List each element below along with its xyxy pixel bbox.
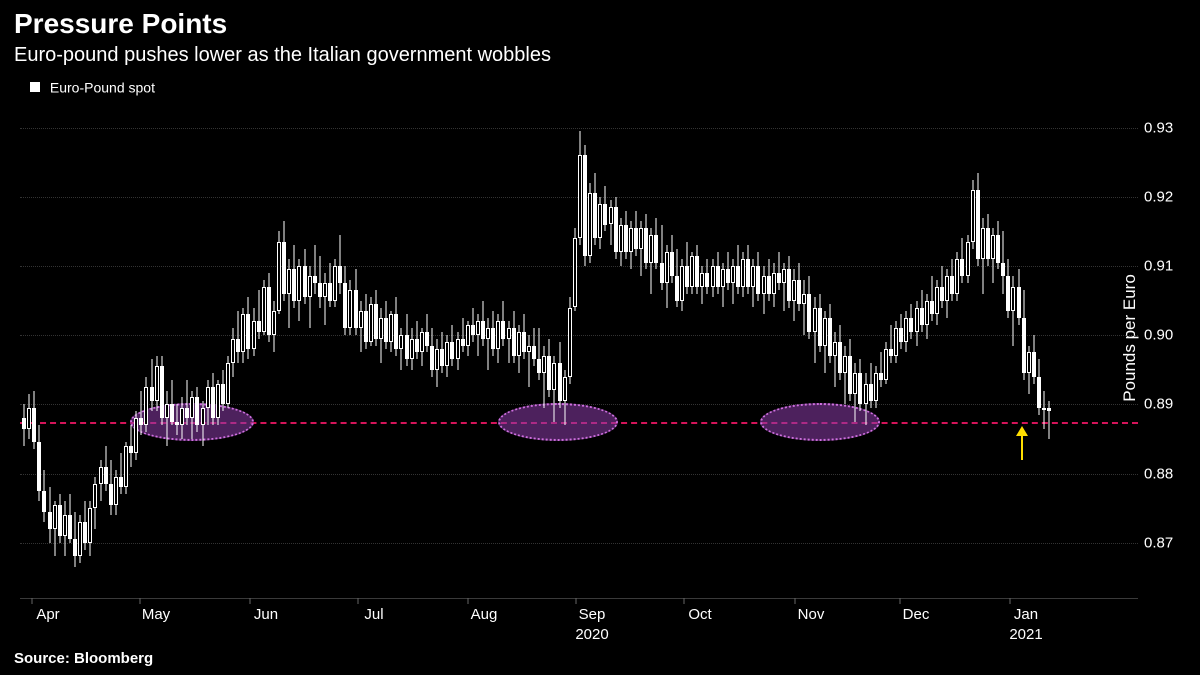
- highlight-ellipse: [498, 403, 618, 441]
- x-tick-label: Dec: [903, 606, 930, 623]
- arrow-indicator: [1016, 426, 1028, 460]
- chart-plot-area: [20, 100, 1138, 599]
- x-tick-label: Jun: [254, 606, 278, 623]
- x-tick: [576, 598, 577, 604]
- y-tick-label: 0.88: [1144, 465, 1173, 482]
- y-tick-label: 0.89: [1144, 396, 1173, 413]
- x-tick-label: Jul: [364, 606, 383, 623]
- x-tick-label: Sep: [579, 606, 606, 623]
- x-tick-label: May: [142, 606, 170, 623]
- gridline: [20, 266, 1138, 267]
- x-tick-label: Jan: [1014, 606, 1038, 623]
- y-tick-label: 0.92: [1144, 188, 1173, 205]
- highlight-ellipse: [760, 403, 880, 441]
- x-tick: [358, 598, 359, 604]
- legend: Euro-Pound spot: [30, 78, 155, 95]
- y-tick-label: 0.87: [1144, 534, 1173, 551]
- x-tick-label: Oct: [688, 606, 711, 623]
- chart-source: Source: Bloomberg: [14, 650, 153, 667]
- legend-label: Euro-Pound spot: [50, 79, 155, 95]
- gridline: [20, 543, 1138, 544]
- x-tick: [32, 598, 33, 604]
- y-tick-label: 0.91: [1144, 258, 1173, 275]
- x-tick: [250, 598, 251, 604]
- chart-title: Pressure Points: [14, 8, 227, 40]
- x-tick: [1010, 598, 1011, 604]
- y-tick-label: 0.90: [1144, 327, 1173, 344]
- x-tick-label: Apr: [36, 606, 59, 623]
- chart-subtitle: Euro-pound pushes lower as the Italian g…: [14, 44, 551, 67]
- legend-swatch: [30, 82, 40, 92]
- gridline: [20, 474, 1138, 475]
- gridline: [20, 128, 1138, 129]
- gridline: [20, 335, 1138, 336]
- x-tick-label: Nov: [798, 606, 825, 623]
- x-axis: Apr May Jun Jul Aug Sep Oct Nov Dec Jan 2020 2021: [20, 598, 1138, 648]
- x-year-label: 2021: [1009, 626, 1042, 643]
- x-tick: [795, 598, 796, 604]
- x-tick: [900, 598, 901, 604]
- x-tick: [140, 598, 141, 604]
- x-tick: [468, 598, 469, 604]
- x-tick: [684, 598, 685, 604]
- x-year-label: 2020: [575, 626, 608, 643]
- x-tick-label: Aug: [471, 606, 498, 623]
- y-tick-label: 0.93: [1144, 119, 1173, 136]
